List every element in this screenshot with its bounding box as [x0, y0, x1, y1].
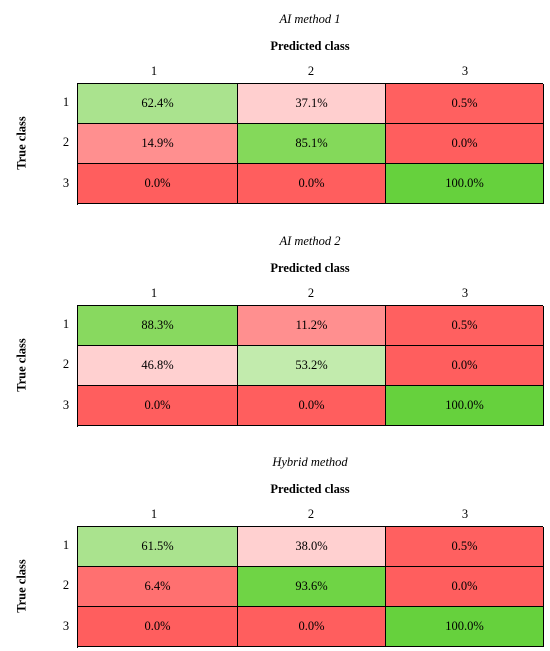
- matrix-panel: AI method 2 Predicted class 1 2 3 1 2 3 True cla…: [0, 222, 550, 427]
- column-label: 1: [150, 64, 158, 78]
- panel-title: AI method 2: [279, 234, 341, 248]
- matrix-grid: 61.5% 38.0% 0.5% 6.4% 93.6% 0.0% 0.0% 0.0% 100.0…: [77, 526, 544, 648]
- row-label: 3: [62, 398, 70, 412]
- matrix-cell: 0.5%: [386, 527, 544, 567]
- matrix-cell: 0.0%: [238, 386, 386, 426]
- y-axis-title-text: True class: [14, 338, 29, 392]
- row-label: 2: [62, 135, 70, 149]
- panel-title: AI method 1: [279, 12, 341, 26]
- matrix-cell: 0.5%: [386, 84, 544, 124]
- matrix-cell: 85.1%: [238, 124, 386, 164]
- row-label: 2: [62, 578, 70, 592]
- x-axis-title: Predicted class: [270, 482, 350, 496]
- matrix-cell: 93.6%: [238, 567, 386, 607]
- y-axis-title-text: True class: [14, 559, 29, 613]
- column-label: 2: [307, 507, 315, 521]
- matrix-cell: 14.9%: [78, 124, 238, 164]
- matrix-cell: 0.0%: [238, 607, 386, 647]
- column-label: 3: [461, 64, 469, 78]
- column-label: 3: [461, 507, 469, 521]
- matrix-cell: 62.4%: [78, 84, 238, 124]
- matrix-cell: 53.2%: [238, 346, 386, 386]
- row-label: 2: [62, 357, 70, 371]
- matrix-cell: 37.1%: [238, 84, 386, 124]
- column-label: 1: [150, 507, 158, 521]
- row-label: 1: [62, 95, 70, 109]
- matrix-cell: 46.8%: [78, 346, 238, 386]
- matrix-panel: Hybrid method Predicted class 1 2 3 1 2 3 True c…: [0, 443, 550, 648]
- row-label: 3: [62, 619, 70, 633]
- y-axis-title-text: True class: [14, 116, 29, 170]
- matrix-cell: 38.0%: [238, 527, 386, 567]
- column-label: 3: [461, 286, 469, 300]
- matrix-grid: 62.4% 37.1% 0.5% 14.9% 85.1% 0.0% 0.0% 0.0% 100.…: [77, 83, 544, 205]
- panel-title: Hybrid method: [272, 455, 348, 469]
- matrix-cell: 61.5%: [78, 527, 238, 567]
- x-axis-title: Predicted class: [270, 39, 350, 53]
- matrix-cell: 6.4%: [78, 567, 238, 607]
- matrix-cell: 0.0%: [78, 386, 238, 426]
- column-label: 2: [307, 64, 315, 78]
- column-label: 2: [307, 286, 315, 300]
- matrix-cell: 0.0%: [386, 124, 544, 164]
- row-label: 1: [62, 538, 70, 552]
- matrix-cell: 0.0%: [386, 567, 544, 607]
- x-axis-title: Predicted class: [270, 261, 350, 275]
- matrix-cell: 88.3%: [78, 306, 238, 346]
- matrix-cell: 100.0%: [386, 607, 544, 647]
- column-label: 1: [150, 286, 158, 300]
- row-label: 1: [62, 317, 70, 331]
- matrix-cell: 0.0%: [78, 607, 238, 647]
- matrix-cell: 100.0%: [386, 386, 544, 426]
- row-label: 3: [62, 176, 70, 190]
- matrix-cell: 0.0%: [238, 164, 386, 204]
- matrix-panel: AI method 1 Predicted class 1 2 3 1 2 3 True cla…: [0, 0, 550, 205]
- matrix-cell: 100.0%: [386, 164, 544, 204]
- matrix-cell: 0.0%: [386, 346, 544, 386]
- matrix-grid: 88.3% 11.2% 0.5% 46.8% 53.2% 0.0% 0.0% 0.0% 100.…: [77, 305, 544, 427]
- matrix-cell: 0.0%: [78, 164, 238, 204]
- matrix-cell: 11.2%: [238, 306, 386, 346]
- matrix-cell: 0.5%: [386, 306, 544, 346]
